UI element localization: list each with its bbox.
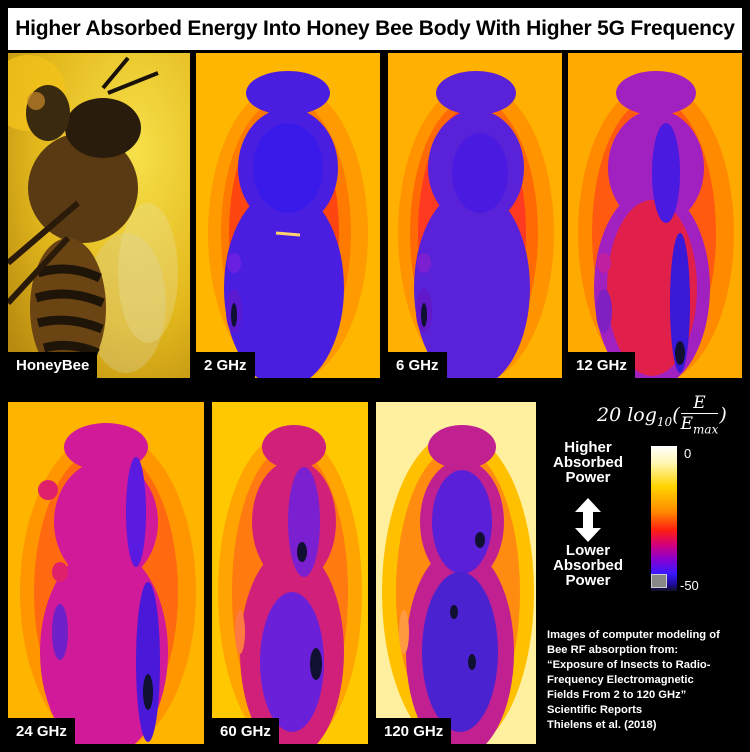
source-caption: Images of computer modeling of Bee RF ab… <box>547 629 720 731</box>
bee-absorption-map <box>376 402 536 744</box>
heatmap-12ghz: 12 GHz <box>568 53 742 378</box>
heatmap-60ghz: 60 GHz <box>212 402 368 744</box>
formula-denominator: E <box>680 414 694 434</box>
legend-lower-label: Lower Absorbed Power <box>552 542 623 589</box>
legend-formula: 20 log10(E Emax) <box>597 393 727 437</box>
panel-label: 6 GHz <box>388 352 447 378</box>
heatmap-120ghz: 120 GHz <box>376 402 536 744</box>
color-scale-tick-bottom: -50 <box>680 578 699 593</box>
bee-absorption-map <box>196 53 380 378</box>
honeybee-photo-panel: HoneyBee <box>8 53 190 378</box>
panel-label: 2 GHz <box>196 352 255 378</box>
panel-label: 120 GHz <box>376 718 452 744</box>
bee-absorption-map <box>8 402 204 744</box>
panel-label: 12 GHz <box>568 352 635 378</box>
formula-prefix: 20 log <box>597 404 657 427</box>
color-scale-swatch-icon <box>651 574 667 588</box>
legend-higher-label: Higher Absorbed Power <box>552 439 623 486</box>
panel-label: HoneyBee <box>8 352 98 378</box>
color-scale-bar <box>651 446 677 591</box>
honeybee-photo <box>8 53 190 378</box>
formula-sub: 10 <box>656 415 673 429</box>
bee-absorption-map <box>568 53 742 378</box>
color-scale-tick-top: 0 <box>684 446 692 461</box>
panel-label: 24 GHz <box>8 718 75 744</box>
heatmap-6ghz: 6 GHz <box>388 53 562 378</box>
heatmap-24ghz: 24 GHz <box>8 402 204 744</box>
heatmap-2ghz: 2 GHz <box>196 53 380 378</box>
formula-numerator: E <box>680 393 719 414</box>
double-arrow-icon <box>575 498 601 542</box>
bee-absorption-map <box>388 53 562 378</box>
page-title: Higher Absorbed Energy Into Honey Bee Bo… <box>8 8 742 50</box>
bee-absorption-map <box>212 402 368 744</box>
formula-den-sub: max <box>693 422 719 437</box>
panel-label: 60 GHz <box>212 718 279 744</box>
